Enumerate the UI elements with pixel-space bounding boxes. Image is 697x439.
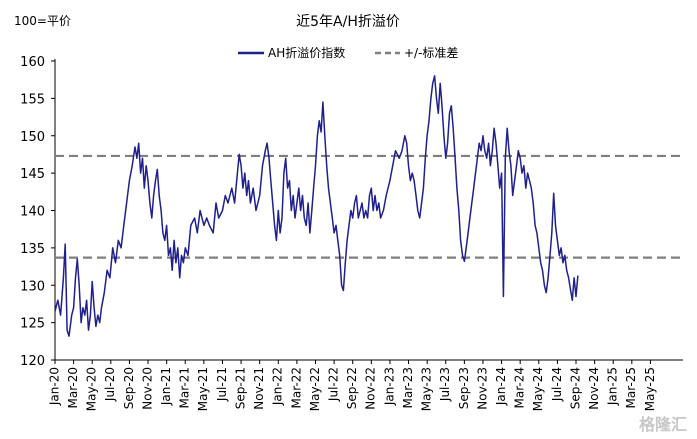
x-tick-label: May-22: [308, 367, 322, 411]
y-tick-label: 155: [20, 92, 45, 107]
x-tick-label: Nov-20: [140, 367, 154, 410]
x-tick-label: Mar-23: [401, 367, 415, 408]
y-axis: 120 125 130 135 140 145 150 155 160: [20, 55, 56, 369]
x-tick-label: Nov-24: [587, 367, 601, 410]
x-tick-label: Jul-20: [103, 367, 117, 402]
x-tick-label: May-20: [85, 367, 99, 411]
x-tick-label: Jan-21: [159, 367, 173, 406]
ah-index-line: [54, 75, 579, 337]
y-tick-label: 120: [20, 354, 45, 369]
x-tick-label: Nov-22: [364, 367, 378, 410]
watermark: 格隆汇: [638, 415, 687, 434]
y-axis-label: 100=平价: [14, 14, 71, 28]
x-tick-label: Jan-24: [494, 367, 508, 406]
y-tick-label: 150: [20, 130, 45, 145]
x-tick-label: Jan-20: [47, 367, 61, 406]
y-tick-label: 125: [20, 317, 45, 332]
x-tick-label: Mar-24: [513, 367, 527, 408]
x-tick-label: Jul-22: [327, 367, 341, 402]
x-axis: Jan-20 Mar-20 May-20 Jul-20 Sep-20 Nov-20 Jan-…: [47, 359, 683, 411]
x-tick-label: Sep-23: [457, 367, 471, 409]
x-tick-label: Jan-22: [271, 367, 285, 406]
x-tick-label: Jul-24: [550, 367, 564, 402]
x-tick-label: Sep-21: [233, 367, 247, 409]
x-tick-label: May-21: [196, 367, 210, 411]
x-tick-label: May-24: [531, 367, 545, 411]
legend-label-ah-index: AH折溢价指数: [268, 45, 345, 60]
x-tick-label: Mar-20: [66, 367, 80, 408]
y-tick-label: 145: [20, 167, 45, 182]
x-tick-label: Mar-22: [289, 367, 303, 408]
x-tick-label: Mar-25: [624, 367, 638, 408]
x-tick-label: Jan-23: [382, 367, 396, 406]
x-tick-label: May-25: [643, 367, 657, 411]
x-tick-label: Jul-23: [438, 367, 452, 402]
y-tick-label: 130: [20, 279, 45, 294]
std-dev-lines: [55, 154, 683, 259]
x-tick-label: Sep-24: [568, 367, 582, 409]
x-tick-label: Jan-25: [606, 367, 620, 406]
y-tick-label: 140: [20, 205, 45, 220]
legend-label-std: +/-标准差: [404, 46, 458, 60]
x-tick-label: Jul-21: [215, 367, 229, 402]
y-tick-label: 135: [20, 242, 45, 257]
legend: AH折溢价指数 +/-标准差: [238, 45, 458, 60]
x-tick-label: Nov-23: [475, 367, 489, 410]
x-tick-label: Mar-21: [178, 367, 192, 408]
x-tick-label: May-23: [420, 367, 434, 411]
chart-title: 近5年A/H折溢价: [296, 14, 400, 30]
x-tick-label: Nov-21: [252, 367, 266, 410]
x-tick-label: Sep-20: [122, 367, 136, 409]
x-tick-label: Sep-22: [345, 367, 359, 409]
y-tick-label: 160: [20, 55, 45, 70]
